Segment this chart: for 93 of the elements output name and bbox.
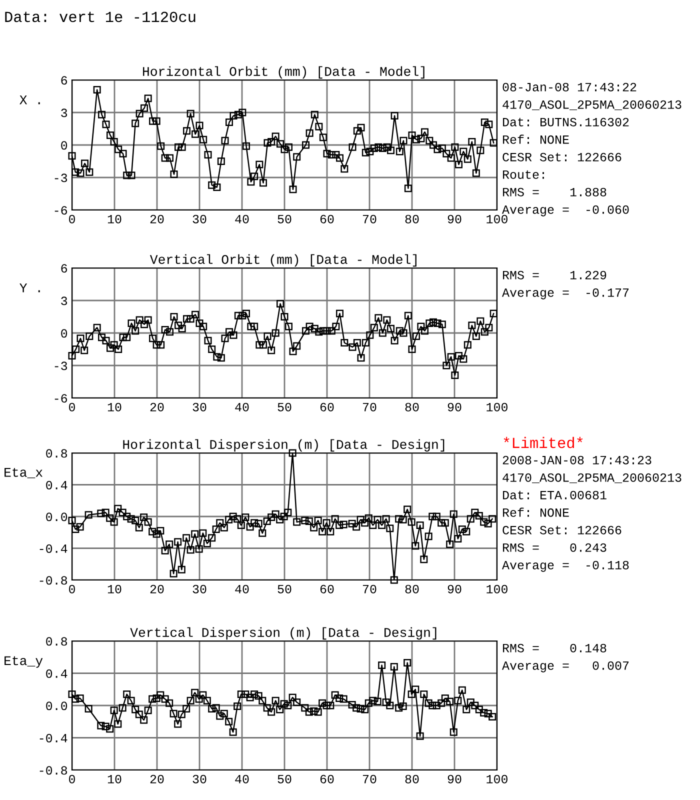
text: 4170_ASOL_2P5MA_20060213	[502, 100, 682, 110]
x-tick-label: 10	[108, 402, 122, 412]
text: Ref: NONE	[502, 508, 569, 517]
x-tick-label: 20	[150, 774, 164, 784]
x-tick-label: 40	[235, 584, 249, 594]
x-tick-label: 70	[362, 214, 376, 224]
x-tick-label: 70	[362, 774, 376, 784]
text: RMS = 1.888	[502, 188, 606, 196]
x-tick-label: 80	[405, 584, 419, 594]
x-tick-label: 0	[69, 584, 75, 594]
x-tick-label: 50	[278, 584, 292, 594]
y-tick-label: -3	[54, 362, 68, 370]
y-tick-label: -3	[54, 174, 68, 182]
x-tick-label: 60	[320, 584, 334, 594]
text: Ref: NONE	[502, 134, 569, 144]
y-tick-label: 3	[61, 296, 68, 306]
text: Average = -0.177	[502, 288, 629, 300]
text: RMS = 1.229	[502, 270, 606, 280]
y-tick-label: 0.4	[46, 669, 68, 678]
x-tick-label: 10	[108, 774, 122, 784]
text: Average = 0.007	[502, 661, 629, 672]
x-tick-label: 90	[448, 584, 462, 594]
y-tick-label: -6	[54, 206, 68, 215]
x-tick-label: 90	[448, 214, 462, 224]
y-tick-label: -0.4	[40, 734, 68, 742]
y-tick-label: 6	[61, 76, 68, 85]
x-tick-label: 100	[486, 584, 508, 594]
x-tick-label: 80	[405, 402, 419, 412]
chart-title: Vertical Orbit (mm) [Data - Model]	[150, 254, 416, 267]
x-tick-label: 50	[278, 402, 292, 412]
x-tick-label: 100	[486, 402, 508, 412]
y-tick-label: 0	[61, 141, 68, 150]
y-tick-label: 0.4	[46, 480, 68, 490]
y-axis-title: Eta_y	[4, 656, 43, 668]
x-tick-label: 40	[235, 402, 249, 412]
x-tick-label: 80	[405, 214, 419, 224]
text: 2008-JAN-08 17:43:23	[502, 456, 652, 464]
y-tick-label: 0.8	[46, 449, 68, 458]
x-tick-label: 100	[486, 774, 508, 784]
x-tick-label: 40	[235, 774, 249, 784]
x-tick-label: 70	[362, 584, 376, 594]
text: Average = -0.060	[502, 205, 629, 216]
text: Dat: BUTNS.116302	[502, 118, 629, 126]
x-tick-label: 30	[192, 402, 206, 412]
y-tick-label: -0.8	[40, 766, 68, 775]
x-tick-label: 70	[362, 402, 376, 412]
text: CESR Set: 122666	[502, 152, 622, 162]
x-tick-label: 50	[278, 774, 292, 784]
text: Average = -0.118	[502, 560, 629, 572]
y-tick-label: 0.0	[46, 702, 68, 710]
x-tick-label: 0	[69, 214, 75, 224]
y-tick-label: -0.8	[40, 576, 68, 585]
y-axis-title: X .	[20, 96, 40, 104]
x-tick-label: 10	[108, 584, 122, 594]
x-tick-label: 30	[192, 774, 206, 784]
text: Data: vert 1e -1120cu	[5, 12, 196, 22]
x-tick-label: 20	[150, 584, 164, 594]
x-tick-label: 10	[108, 214, 122, 224]
y-tick-label: -6	[54, 394, 68, 403]
y-tick-label: 0	[61, 329, 68, 338]
x-tick-label: 30	[192, 584, 206, 594]
chart-title: Horizontal Dispersion (m) [Data - Design]	[123, 439, 444, 452]
chart-title: Vertical Dispersion (m) [Data - Design]	[130, 627, 436, 640]
x-tick-label: 0	[69, 774, 75, 784]
text: RMS = 0.148	[502, 644, 606, 652]
text: Dat: ETA.00681	[502, 490, 606, 500]
y-tick-label: 6	[61, 264, 68, 273]
x-tick-label: 0	[69, 402, 75, 412]
y-axis-title: Y .	[20, 284, 40, 292]
y-axis-title: Eta_x	[4, 468, 42, 478]
y-tick-label: -0.4	[40, 544, 68, 553]
x-tick-label: 40	[235, 214, 249, 224]
x-tick-label: 90	[448, 774, 462, 784]
text: RMS = 0.243	[502, 543, 606, 552]
x-tick-label: 100	[486, 214, 508, 224]
y-tick-label: 0.8	[46, 637, 68, 646]
x-tick-label: 90	[448, 402, 462, 412]
text: Route:	[502, 170, 544, 179]
x-tick-label: 20	[150, 402, 164, 412]
x-tick-label: 80	[405, 774, 419, 784]
x-tick-label: 30	[192, 214, 206, 224]
chart-title: Horizontal Orbit (mm) [Data - Model]	[143, 66, 424, 79]
text: *Limited*	[504, 436, 583, 448]
x-tick-label: 60	[320, 214, 334, 224]
x-tick-label: 50	[278, 214, 292, 224]
text: CESR Set: 122666	[502, 526, 622, 534]
y-tick-label: 3	[61, 108, 68, 118]
x-tick-label: 60	[320, 774, 334, 784]
y-tick-label: 0.0	[46, 512, 68, 522]
x-tick-label: 20	[150, 214, 164, 224]
text: 08-Jan-08 17:43:22	[502, 82, 636, 92]
text: 4170_ASOL_2P5MA_20060213	[502, 473, 682, 484]
x-tick-label: 60	[320, 402, 334, 412]
